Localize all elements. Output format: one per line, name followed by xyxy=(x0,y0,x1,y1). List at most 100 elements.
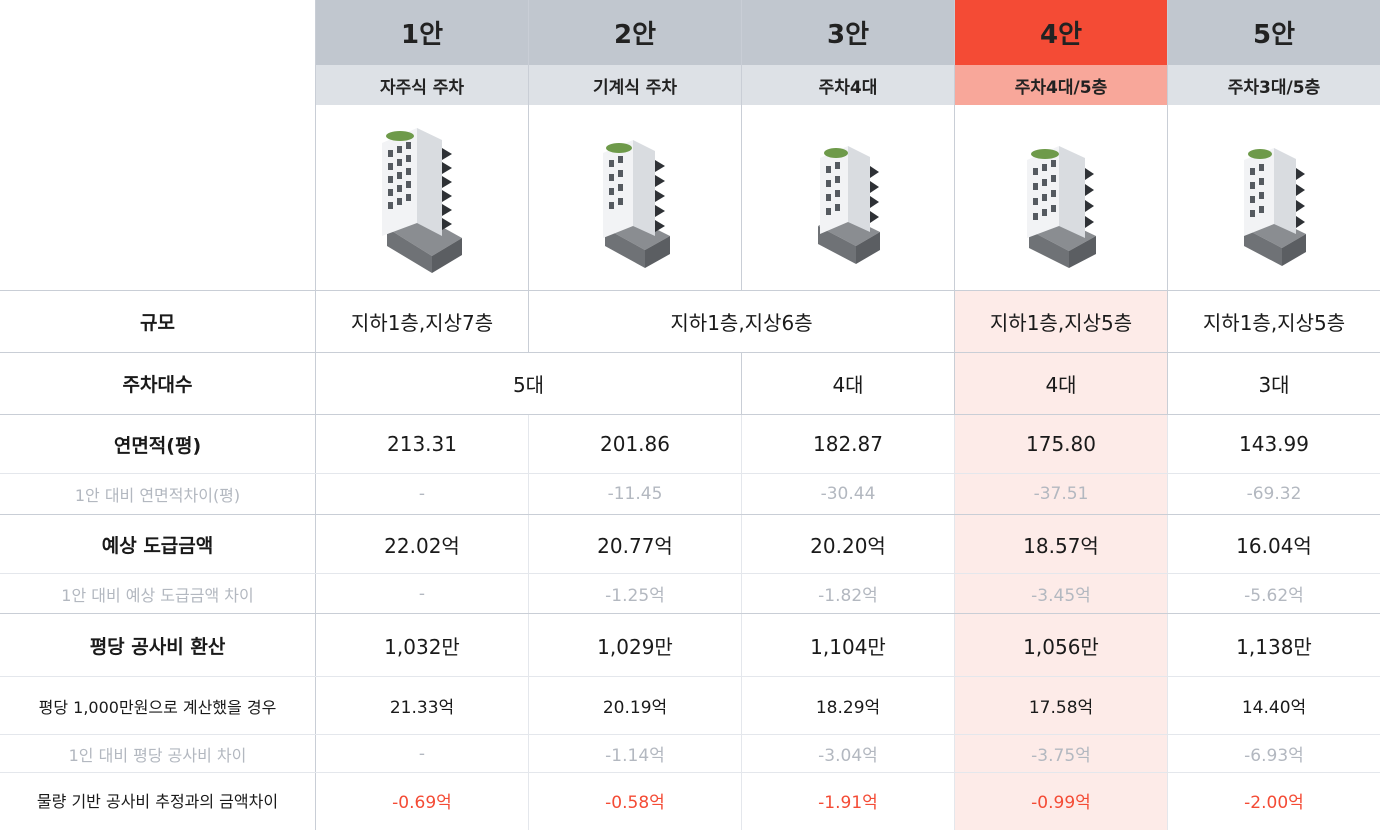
divider xyxy=(0,352,1380,353)
calc-10m-plan-2: 20.19억 xyxy=(602,698,668,718)
cost-plan-5: 16.04억 xyxy=(1236,533,1312,558)
row-label-scale: 규모 xyxy=(140,312,175,334)
cost-plan-1: 22.02억 xyxy=(384,533,460,558)
calc-10m-plan-5: 14.40억 xyxy=(1241,698,1307,718)
plan-1-title: 1안 xyxy=(316,0,528,65)
area-plan-3: 182.87 xyxy=(813,432,883,456)
divider xyxy=(0,414,1380,415)
divider xyxy=(741,414,742,830)
plan-4-subtitle: 주차4대/5층 xyxy=(955,65,1167,105)
per-pyeong-plan-5: 1,138만 xyxy=(1236,634,1312,659)
divider xyxy=(0,613,1380,614)
area-plan-2: 201.86 xyxy=(600,432,670,456)
row-label-per-diff: 1인 대비 평당 공사비 차이 xyxy=(68,745,247,765)
plan-3-title: 3안 xyxy=(742,0,954,65)
qty-diff-plan-3: -1.91억 xyxy=(818,792,878,813)
parking-plan-1-2: 5대 xyxy=(512,373,545,397)
area-diff-plan-4: -37.51 xyxy=(1033,484,1089,504)
area-diff-plan-1: - xyxy=(418,484,426,504)
divider xyxy=(741,352,742,414)
calc-10m-plan-1: 21.33억 xyxy=(389,698,455,718)
calc-10m-plan-4: 17.58억 xyxy=(1028,698,1094,718)
divider xyxy=(0,772,1380,773)
plan-3-building-image xyxy=(742,105,954,290)
per-diff-plan-3: -3.04억 xyxy=(818,746,878,766)
row-label-cost-diff: 1안 대비 예상 도급금액 차이 xyxy=(61,585,254,605)
area-plan-4: 175.80 xyxy=(1026,432,1096,456)
plan-2-building-image xyxy=(529,105,741,290)
scale-plan-1: 지하1층,지상7층 xyxy=(350,311,494,335)
divider xyxy=(0,573,1380,574)
per-pyeong-plan-3: 1,104만 xyxy=(810,634,886,659)
area-plan-1: 213.31 xyxy=(387,432,457,456)
scale-plan-5: 지하1층,지상5층 xyxy=(1202,311,1346,335)
divider xyxy=(0,473,1380,474)
divider xyxy=(315,0,316,830)
per-diff-plan-2: -1.14억 xyxy=(605,746,665,766)
plan-4-building-image xyxy=(955,105,1167,290)
divider xyxy=(528,0,529,290)
divider xyxy=(0,290,1380,291)
cost-diff-plan-2: -1.25억 xyxy=(605,586,665,606)
plan-5-title: 5안 xyxy=(1168,0,1380,65)
plan-4-title: 4안 xyxy=(955,0,1167,65)
area-diff-plan-3: -30.44 xyxy=(820,484,876,504)
divider xyxy=(954,352,955,414)
plan-3-subtitle: 주차4대 xyxy=(742,65,954,105)
row-label-area-diff: 1안 대비 연면적차이(평) xyxy=(74,486,241,505)
divider xyxy=(0,676,1380,677)
cost-plan-2: 20.77억 xyxy=(597,533,673,558)
row-label-parking: 주차대수 xyxy=(122,374,193,396)
plan-2-title: 2안 xyxy=(529,0,741,65)
parking-plan-5: 3대 xyxy=(1258,373,1290,397)
plan-2-subtitle: 기계식 주차 xyxy=(529,65,741,105)
area-diff-plan-5: -69.32 xyxy=(1246,484,1302,504)
row-label-area: 연면적(평) xyxy=(113,434,202,457)
plan-5-building-image xyxy=(1168,105,1380,290)
plan-1-subtitle: 자주식 주차 xyxy=(316,65,528,105)
highlight-column-plan-4 xyxy=(955,290,1167,830)
divider xyxy=(1167,352,1168,414)
area-diff-plan-2: -11.45 xyxy=(607,484,663,504)
divider xyxy=(0,734,1380,735)
cost-plan-4: 18.57억 xyxy=(1023,533,1099,558)
per-diff-plan-1: - xyxy=(418,743,426,764)
area-plan-5: 143.99 xyxy=(1239,432,1309,456)
cost-diff-plan-3: -1.82억 xyxy=(818,586,878,606)
divider xyxy=(741,0,742,290)
parking-plan-3: 4대 xyxy=(832,373,864,397)
divider xyxy=(1167,290,1168,352)
divider xyxy=(1167,414,1168,830)
plan-5-subtitle: 주차3대/5층 xyxy=(1168,65,1380,105)
per-pyeong-plan-1: 1,032만 xyxy=(384,634,460,659)
divider xyxy=(0,514,1380,515)
per-pyeong-plan-4: 1,056만 xyxy=(1023,634,1099,659)
divider xyxy=(528,414,529,830)
row-label-per-pyeong: 평당 공사비 환산 xyxy=(89,635,226,658)
cost-diff-plan-5: -5.62억 xyxy=(1244,586,1304,606)
scale-plan-4: 지하1층,지상5층 xyxy=(989,311,1133,335)
qty-diff-plan-4: -0.99억 xyxy=(1031,792,1091,813)
parking-plan-4: 4대 xyxy=(1045,373,1077,397)
scale-plan-2-3: 지하1층,지상6층 xyxy=(670,311,813,335)
divider xyxy=(954,0,955,290)
per-diff-plan-4: -3.75억 xyxy=(1031,746,1091,766)
cost-plan-3: 20.20억 xyxy=(810,533,886,558)
per-pyeong-plan-2: 1,029만 xyxy=(597,634,673,659)
divider xyxy=(1167,0,1168,290)
per-diff-plan-5: -6.93억 xyxy=(1244,746,1304,766)
divider xyxy=(954,290,955,352)
calc-10m-plan-3: 18.29억 xyxy=(815,698,881,718)
plan-1-building-image xyxy=(316,105,528,290)
row-label-cost: 예상 도급금액 xyxy=(101,534,214,557)
divider xyxy=(528,290,529,352)
qty-diff-plan-2: -0.58억 xyxy=(605,792,665,813)
qty-diff-plan-1: -0.69억 xyxy=(392,792,452,813)
cost-diff-plan-4: -3.45억 xyxy=(1031,586,1091,606)
row-label-calc-10m: 평당 1,000만원으로 계산했을 경우 xyxy=(38,697,277,717)
qty-diff-plan-5: -2.00억 xyxy=(1244,792,1304,813)
cost-diff-plan-1: - xyxy=(418,583,426,604)
divider xyxy=(954,414,955,830)
row-label-qty-diff: 물량 기반 공사비 추정과의 금액차이 xyxy=(36,792,279,811)
